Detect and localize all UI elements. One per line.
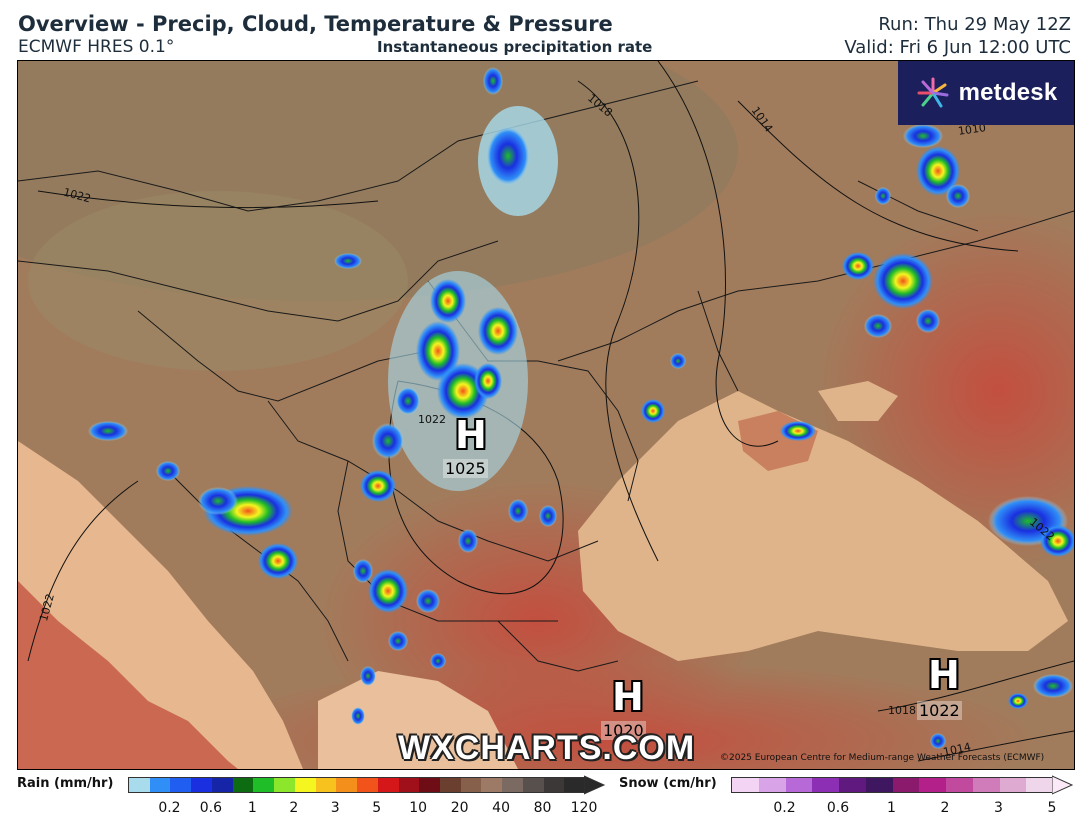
rain-legend-title: Rain (mm/hr) [17, 776, 114, 791]
high-pressure-value-3: 1022 [917, 701, 962, 720]
snow-color-swatch [999, 778, 1027, 792]
rain-color-swatch [460, 778, 482, 792]
rain-color-swatch [522, 778, 544, 792]
snow-tick-label: 0.2 [773, 800, 796, 816]
rain-color-swatch [543, 778, 565, 792]
snow-color-swatch [919, 778, 946, 792]
rain-colorbar-arrow [584, 775, 606, 795]
copyright-notice: ©2025 European Centre for Medium-range W… [720, 753, 1045, 763]
rain-color-swatch [149, 778, 171, 792]
snow-color-swatch [1026, 778, 1053, 792]
rain-color-swatch [357, 778, 378, 792]
isobar-label: 1022 [418, 413, 446, 426]
pinwheel-icon [917, 77, 949, 108]
snow-tick-label: 5 [1047, 800, 1057, 816]
snow-color-swatch [865, 778, 893, 792]
rain-tick-label: 10 [409, 800, 428, 816]
rain-color-swatch [377, 778, 399, 792]
rain-tick-label: 0.6 [199, 800, 223, 816]
rain-color-swatch [294, 778, 316, 792]
rain-color-swatch [211, 778, 233, 792]
valid-time: Valid: Fri 6 Jun 12:00 UTC [844, 37, 1071, 58]
high-pressure-value-1: 1025 [443, 459, 488, 478]
rain-color-swatch [129, 778, 150, 792]
rain-tick-label: 20 [450, 800, 469, 816]
cloud-cover-central [28, 191, 408, 371]
rain-color-swatch [502, 778, 523, 792]
rain-color-swatch [170, 778, 192, 792]
rain-color-swatch [253, 778, 275, 792]
snow-tick-label: 0.6 [826, 800, 850, 816]
snow-legend-title: Snow (cm/hr) [619, 776, 717, 791]
snow-color-swatch [732, 778, 759, 792]
rain-color-swatch [398, 778, 420, 792]
rain-color-swatch [315, 778, 337, 792]
rain-tick-label: 5 [372, 800, 382, 816]
aegean-sea [318, 671, 518, 769]
rain-color-swatch [440, 778, 461, 792]
rain-color-swatch [564, 778, 586, 792]
metdesk-logo[interactable]: metdesk [898, 61, 1074, 125]
weather-map[interactable]: H 1025 H 1020 H 1022 1022 1018 1014 1010… [17, 60, 1075, 770]
rain-tick-label: 3 [330, 800, 340, 816]
azov-sea [818, 381, 898, 421]
snow-color-swatch [892, 778, 920, 792]
rain-color-swatch [419, 778, 441, 792]
map-canvas [18, 61, 1074, 769]
watermark: WXCHARTS.COM [398, 729, 696, 767]
rain-tick-label: 120 [570, 800, 598, 816]
rain-color-swatch [191, 778, 212, 792]
rain-color-swatch [336, 778, 358, 792]
rain-colorbar [128, 777, 586, 793]
snow-color-swatch [839, 778, 866, 792]
high-pressure-symbol-3: H [928, 653, 960, 697]
rain-color-swatch [274, 778, 295, 792]
snow-tick-label: 2 [940, 800, 950, 816]
snow-colorbar [731, 777, 1054, 793]
black-sea [578, 391, 1068, 661]
italy-land [18, 581, 238, 769]
high-pressure-value-2: 1020 [601, 721, 646, 740]
snow-color-swatch [946, 778, 973, 792]
layer-name: Instantaneous precipitation rate [377, 38, 653, 56]
rain-tick-label: 0.2 [158, 800, 181, 816]
rain-tick-label: 40 [492, 800, 510, 816]
rain-tick-label: 1 [247, 800, 257, 816]
snow-color-swatch [785, 778, 813, 792]
snow-color-swatch [758, 778, 786, 792]
run-time: Run: Thu 29 May 12Z [878, 14, 1071, 35]
snow-tick-label: 1 [887, 800, 896, 816]
rain-tick-label: 2 [289, 800, 299, 816]
chart-header: Overview - Precip, Cloud, Temperature & … [0, 0, 1089, 60]
high-pressure-symbol-1: H [455, 413, 487, 457]
brand-name: metdesk [958, 79, 1058, 106]
rain-color-swatch [481, 778, 503, 792]
rain-color-swatch [232, 778, 254, 792]
snow-colorbar-arrow [1052, 775, 1074, 795]
chart-title: Overview - Precip, Cloud, Temperature & … [18, 12, 613, 36]
high-pressure-symbol-2: H [612, 675, 644, 719]
snow-color-swatch [812, 778, 839, 792]
snow-tick-label: 3 [994, 800, 1003, 816]
rain-tick-label: 80 [533, 800, 552, 816]
model-name: ECMWF HRES 0.1° [18, 37, 175, 57]
isobar-label: 1018 [888, 704, 916, 717]
precip-cells [88, 67, 1074, 749]
legend: Rain (mm/hr) 0.2 0.6 1 2 3 5 10 20 40 80 120 Snow … [0, 768, 1089, 835]
rain-tick-labels: 0.2 0.6 1 2 3 5 10 20 40 80 120 [128, 800, 597, 820]
snow-color-swatch [972, 778, 1000, 792]
